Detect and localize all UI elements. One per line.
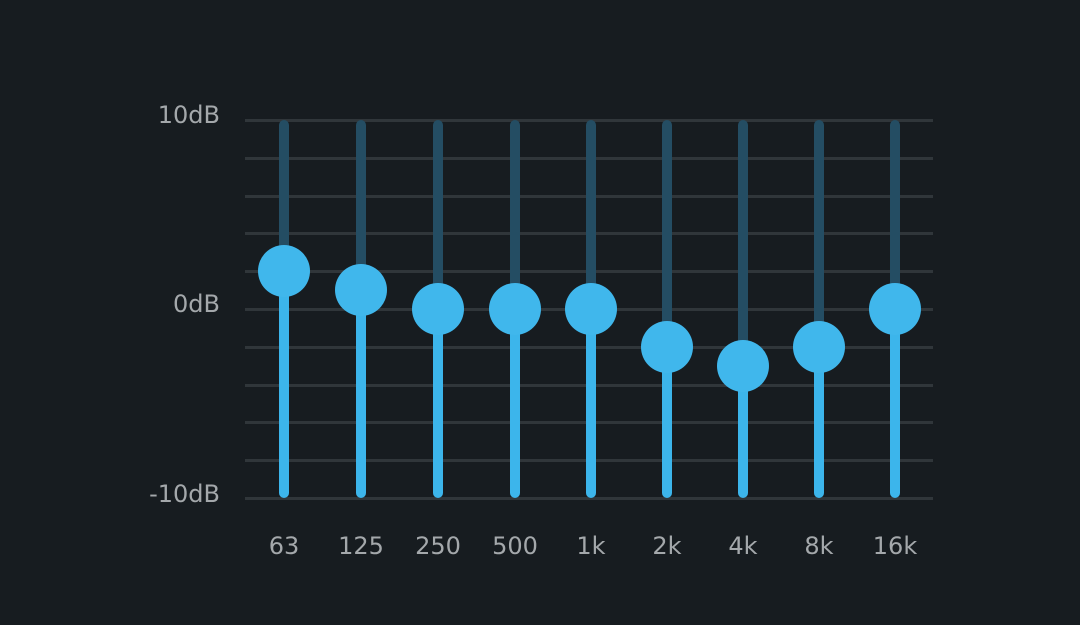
slider-track-active[interactable]: [279, 271, 289, 498]
band-frequency-label: 4k: [728, 532, 758, 560]
slider-track-inactive[interactable]: [586, 120, 596, 309]
slider-track-inactive[interactable]: [662, 120, 672, 347]
y-label-min: -10dB: [149, 480, 220, 508]
slider-track-inactive[interactable]: [510, 120, 520, 309]
band-frequency-label: 2k: [652, 532, 682, 560]
y-label-zero: 0dB: [173, 290, 220, 318]
slider-knob[interactable]: [641, 320, 693, 373]
band-frequency-label: 125: [338, 532, 384, 560]
slider-track-inactive[interactable]: [433, 120, 443, 309]
slider-track-active[interactable]: [356, 290, 366, 498]
slider-track-active[interactable]: [662, 346, 672, 498]
slider-knob[interactable]: [869, 283, 921, 335]
slider-track-inactive[interactable]: [890, 120, 900, 309]
band-frequency-label: 8k: [804, 532, 834, 560]
slider-track-inactive[interactable]: [738, 120, 748, 366]
slider-knob[interactable]: [717, 339, 769, 392]
band-frequency-label: 63: [268, 532, 300, 560]
slider-knob[interactable]: [258, 245, 310, 298]
slider-track-active[interactable]: [510, 309, 520, 498]
band-frequency-label: 1k: [576, 532, 606, 560]
grid-line: [245, 497, 933, 500]
slider-track-active[interactable]: [814, 346, 824, 498]
slider-track-inactive[interactable]: [356, 120, 366, 291]
slider-track-active[interactable]: [890, 309, 900, 498]
slider-track-inactive[interactable]: [814, 120, 824, 347]
slider-knob[interactable]: [793, 320, 845, 373]
slider-track-active[interactable]: [738, 365, 748, 498]
band-frequency-label: 16k: [872, 532, 918, 560]
slider-track-active[interactable]: [586, 309, 596, 498]
band-frequency-label: 500: [492, 532, 538, 560]
slider-knob[interactable]: [565, 283, 617, 335]
slider-knob[interactable]: [489, 283, 541, 335]
y-label-max: 10dB: [157, 101, 220, 129]
band-frequency-label: 250: [415, 532, 461, 560]
slider-knob[interactable]: [412, 283, 464, 335]
slider-track-inactive[interactable]: [279, 120, 289, 272]
slider-knob[interactable]: [335, 264, 387, 317]
slider-track-active[interactable]: [433, 309, 443, 498]
